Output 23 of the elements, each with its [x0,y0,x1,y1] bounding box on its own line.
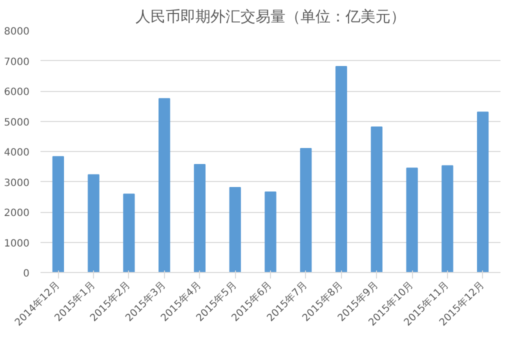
bar [300,148,312,272]
bar [335,66,348,272]
bar [477,112,489,272]
y-tick-label: 6000 [4,87,30,98]
bar [158,98,170,272]
bar [442,165,454,272]
y-tick-label: 3000 [4,178,30,189]
y-tick-label: 8000 [4,26,30,38]
bar [264,192,276,272]
bar [52,156,64,272]
y-tick-label: 1000 [4,238,30,250]
bar [229,186,241,272]
chart-title: 人民币即期外汇交易量（单位：亿美元） [136,8,406,26]
y-tick-label: 7000 [4,56,30,68]
bar [123,194,135,272]
y-tick-label: 5000 [4,117,30,128]
bar [194,164,206,272]
y-tick-label: 2000 [4,208,30,219]
bar [406,168,418,272]
y-tick-label: 4000 [4,148,30,158]
bar [370,126,382,272]
bar [88,174,100,272]
y-tick-label: 0 [23,268,30,280]
